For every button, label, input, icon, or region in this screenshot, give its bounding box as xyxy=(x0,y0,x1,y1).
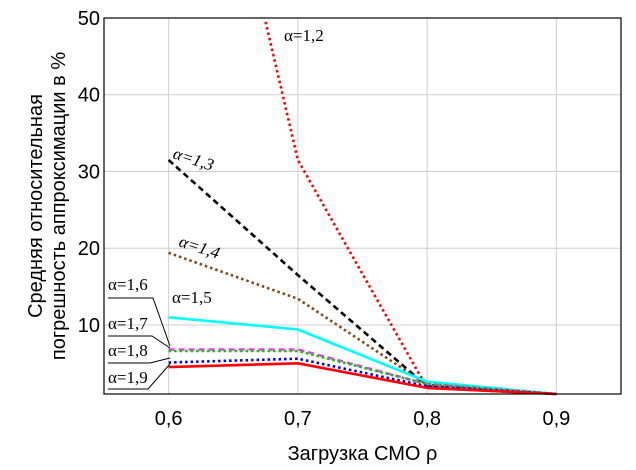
series-line-2 xyxy=(167,159,557,396)
series-line-1 xyxy=(264,21,557,396)
y-axis-ticks: 10 20 30 40 50 xyxy=(78,8,100,337)
y-tick-label: 30 xyxy=(78,161,100,183)
y-axis-title-line1: Средняя относительная xyxy=(25,94,47,318)
y-tick-label: 20 xyxy=(78,238,100,260)
x-tick-label: 0,8 xyxy=(413,408,441,430)
series-label-5: α=1,6 xyxy=(108,275,148,294)
leader-line-1 xyxy=(108,297,171,347)
series-line-3 xyxy=(168,251,557,396)
series-label-8: α=1,9 xyxy=(108,368,148,387)
leader-line-2 xyxy=(108,335,171,349)
leader-line-3 xyxy=(108,357,171,364)
x-tick-label: 0,6 xyxy=(155,408,183,430)
series-label-7: α=1,8 xyxy=(108,341,148,360)
x-axis-title: Загрузка СМО ρ xyxy=(288,443,438,465)
y-tick-label: 40 xyxy=(78,85,100,107)
plot-frame xyxy=(103,17,622,395)
series-label-6: α=1,7 xyxy=(108,314,148,333)
x-tick-label: 0,7 xyxy=(284,408,312,430)
series-labels: α=1,2 α=1,3 α=1,4 α=1,5 α=1,6 α=1,7 α=1,8 α=1,9 xyxy=(108,26,324,387)
series-label-4: α=1,5 xyxy=(172,288,212,307)
series-line-8 xyxy=(168,361,557,396)
x-axis-ticks: 0,6 0,7 0,8 0,9 xyxy=(155,408,571,430)
y-axis-title-line2: погрешность аппроксимации в % xyxy=(48,52,70,360)
series-label-1: α=1,2 xyxy=(284,26,324,45)
y-tick-label: 10 xyxy=(78,315,100,337)
series-label-3: α=1,4 xyxy=(177,232,223,263)
label-leaders xyxy=(108,297,171,390)
x-tick-label: 0,9 xyxy=(542,408,570,430)
y-tick-label: 50 xyxy=(78,8,100,30)
series-line-4 xyxy=(168,316,557,396)
leader-line-4 xyxy=(108,363,171,390)
series-line-5 xyxy=(168,348,557,396)
series-label-2: α=1,3 xyxy=(171,144,216,175)
grid xyxy=(104,17,621,394)
series-group xyxy=(167,21,557,396)
